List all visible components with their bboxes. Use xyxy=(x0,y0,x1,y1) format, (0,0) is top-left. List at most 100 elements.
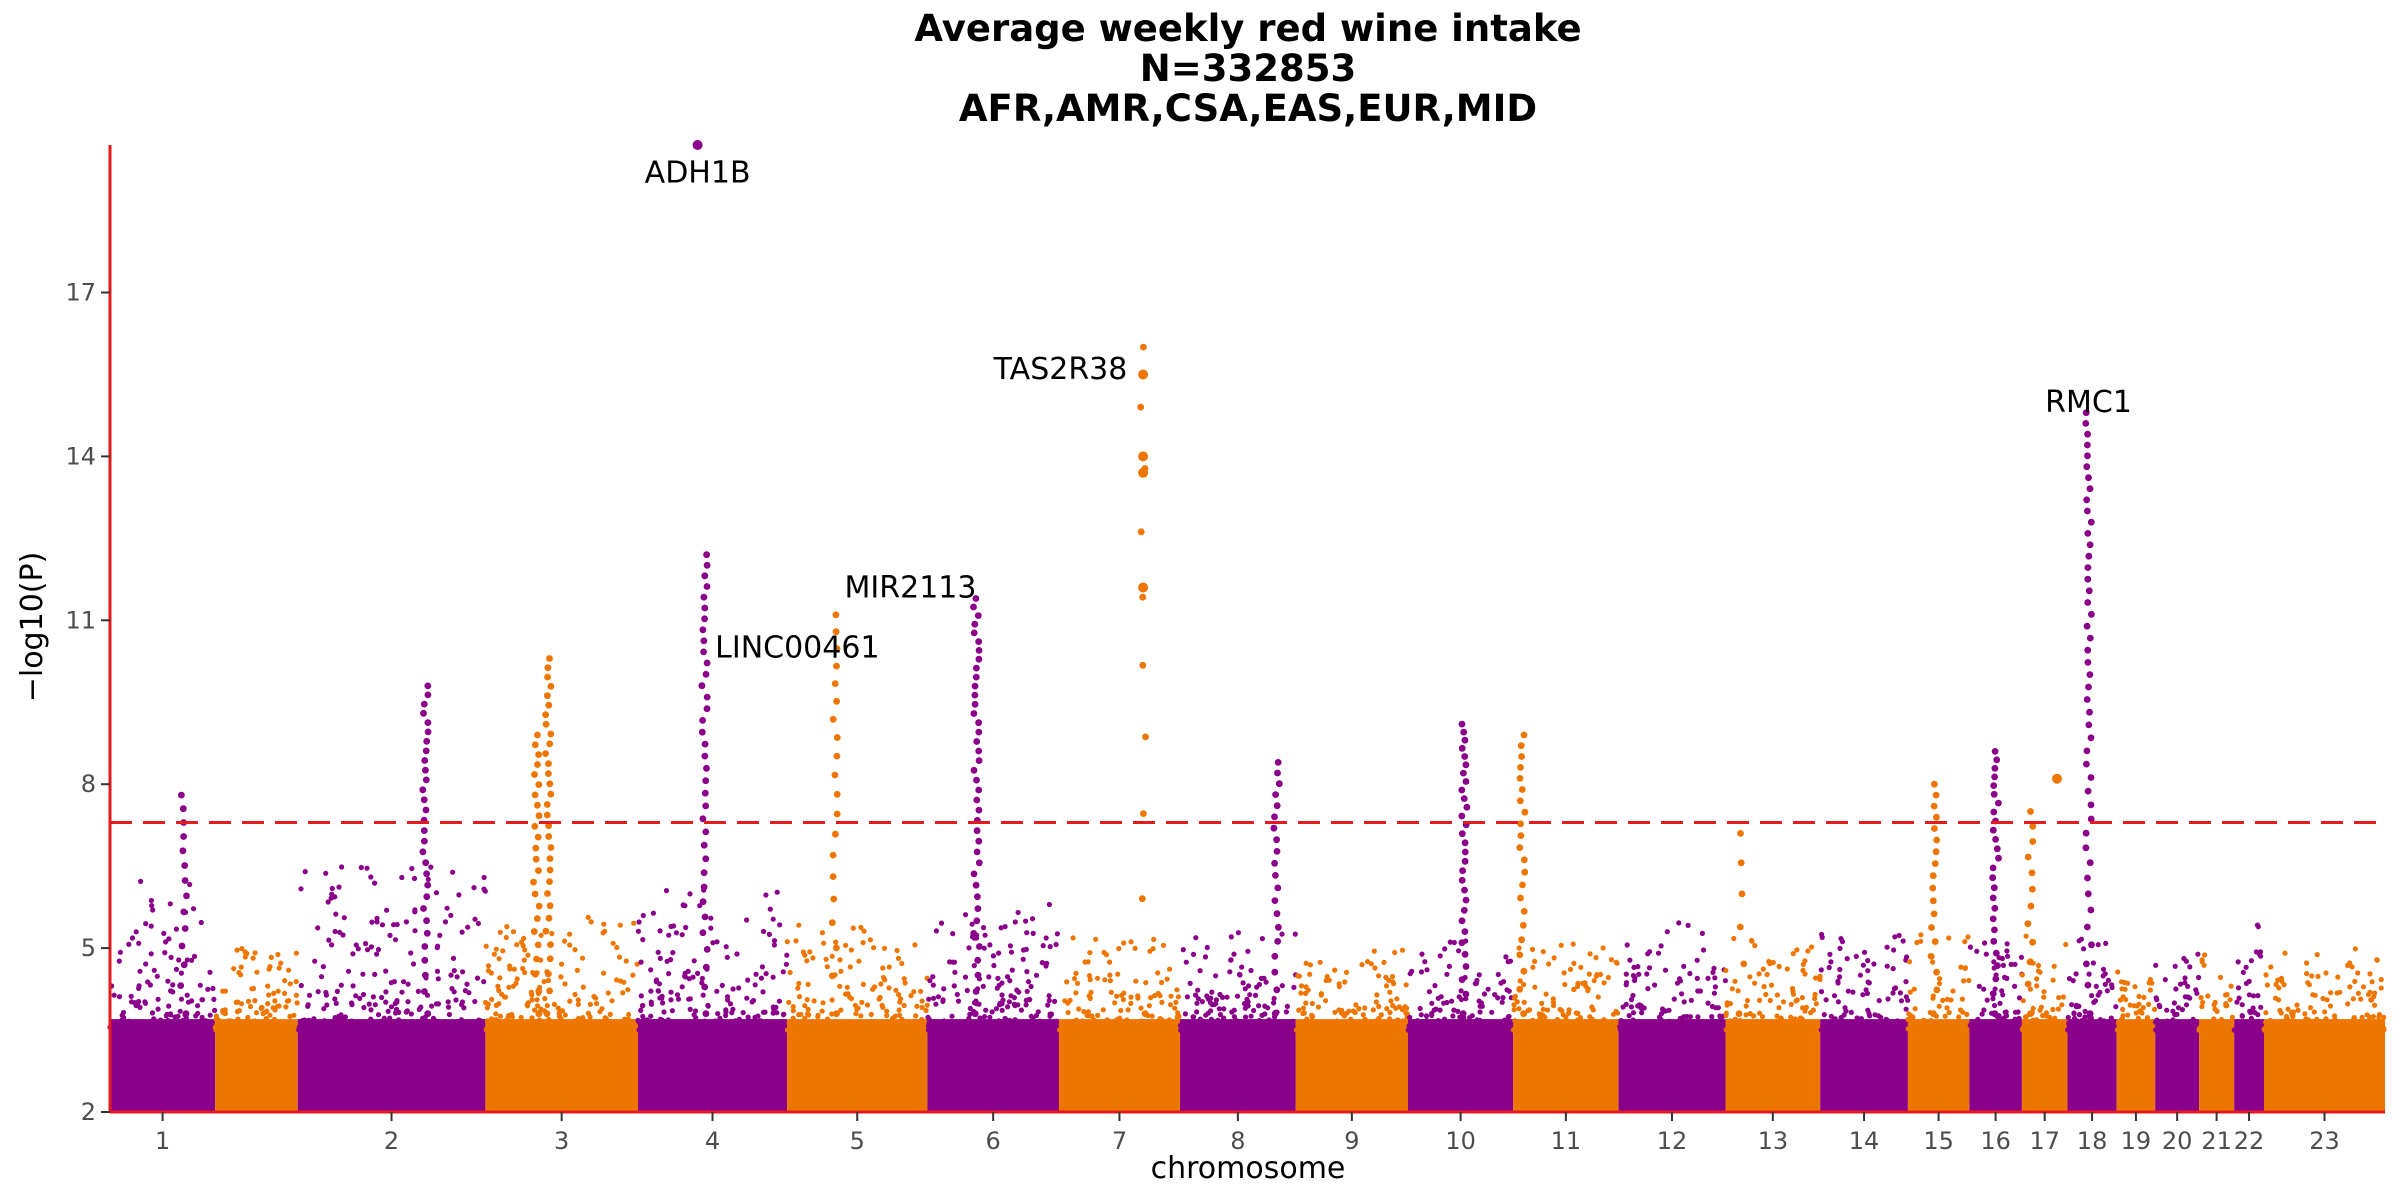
data-point xyxy=(585,914,591,921)
data-point xyxy=(1516,1006,1522,1012)
data-point xyxy=(2201,962,2207,968)
data-point xyxy=(2170,1017,2176,1023)
data-point xyxy=(673,930,680,936)
data-point xyxy=(1128,994,1134,1000)
data-point xyxy=(1628,997,1635,1003)
data-point xyxy=(1199,999,1205,1005)
data-point xyxy=(670,950,676,956)
data-point xyxy=(1017,1027,1023,1033)
data-point xyxy=(1909,1027,1915,1033)
data-point xyxy=(287,1013,293,1020)
data-point xyxy=(715,1011,721,1017)
data-point xyxy=(1387,1009,1393,1016)
data-point xyxy=(384,907,390,913)
data-point xyxy=(993,1006,1000,1012)
data-point xyxy=(796,980,802,987)
data-point xyxy=(708,925,714,931)
data-point xyxy=(503,1017,509,1024)
data-point xyxy=(850,925,856,931)
data-point xyxy=(234,947,240,953)
data-point xyxy=(1499,999,1505,1005)
data-point xyxy=(690,974,696,980)
data-point xyxy=(451,968,457,974)
data-point xyxy=(1630,992,1636,999)
data-point xyxy=(357,995,363,1002)
data-point xyxy=(1540,949,1546,955)
data-point xyxy=(674,992,681,998)
data-point xyxy=(2187,995,2193,1001)
data-point xyxy=(491,951,497,957)
data-point xyxy=(151,1025,157,1031)
data-point xyxy=(459,929,465,935)
data-point xyxy=(267,964,273,970)
data-point xyxy=(2019,972,2025,978)
data-point xyxy=(1194,1009,1200,1015)
data-point xyxy=(2282,950,2288,956)
data-point xyxy=(2304,960,2310,966)
data-point xyxy=(837,983,843,989)
data-point xyxy=(923,1007,929,1014)
data-point xyxy=(995,975,1001,982)
data-point xyxy=(173,966,180,973)
data-point xyxy=(1511,1007,1517,1013)
data-point xyxy=(293,950,299,956)
data-point xyxy=(770,974,776,980)
data-point xyxy=(1085,1013,1092,1019)
data-point xyxy=(1159,979,1165,986)
data-point xyxy=(886,964,892,970)
data-point xyxy=(1343,1027,1349,1033)
data-point xyxy=(607,1019,613,1025)
data-point xyxy=(1898,998,1905,1004)
data-point xyxy=(954,991,960,998)
data-point xyxy=(1864,1027,1870,1033)
data-point xyxy=(178,996,185,1002)
data-point xyxy=(1658,1017,1664,1023)
data-point xyxy=(2236,995,2242,1001)
data-point xyxy=(837,1026,843,1032)
data-point xyxy=(829,953,835,959)
data-point xyxy=(1138,1005,1144,1011)
data-point xyxy=(350,983,356,989)
data-point xyxy=(1929,1025,1935,1031)
data-point xyxy=(190,906,197,912)
data-point xyxy=(807,949,813,955)
data-point xyxy=(1570,941,1576,947)
data-point xyxy=(1104,1017,1110,1023)
data-point xyxy=(898,1023,905,1029)
data-point xyxy=(1662,1008,1669,1014)
data-point xyxy=(610,940,616,946)
data-point xyxy=(189,957,195,963)
data-point xyxy=(1764,971,1770,978)
data-point xyxy=(245,998,252,1005)
data-point xyxy=(1342,979,1348,985)
data-point xyxy=(2202,952,2208,958)
data-point xyxy=(1228,934,1234,940)
data-point xyxy=(521,957,527,963)
data-point xyxy=(1782,1027,1788,1033)
data-point xyxy=(899,1016,905,1023)
data-point xyxy=(1376,1003,1382,1010)
chromosome-baseline-band xyxy=(297,1019,486,1112)
data-point xyxy=(2070,978,2076,984)
data-point xyxy=(861,1022,868,1028)
data-point xyxy=(448,912,454,919)
data-point xyxy=(623,958,629,964)
data-point xyxy=(1317,959,1323,965)
data-point xyxy=(2008,961,2014,968)
data-point xyxy=(1576,1027,1583,1033)
data-point xyxy=(1876,998,1882,1004)
data-point xyxy=(983,1007,989,1013)
data-point xyxy=(681,1021,687,1027)
data-point xyxy=(1086,973,1093,979)
data-point xyxy=(1780,999,1787,1005)
data-point xyxy=(1788,1001,1794,1008)
data-point xyxy=(1235,1024,1241,1030)
data-point xyxy=(624,1017,630,1023)
data-point xyxy=(514,942,520,948)
data-point xyxy=(572,991,578,998)
data-point xyxy=(2023,933,2029,939)
data-point xyxy=(617,1022,623,1028)
data-point xyxy=(1700,1027,1706,1033)
data-point xyxy=(636,1019,642,1025)
data-point xyxy=(541,979,547,985)
